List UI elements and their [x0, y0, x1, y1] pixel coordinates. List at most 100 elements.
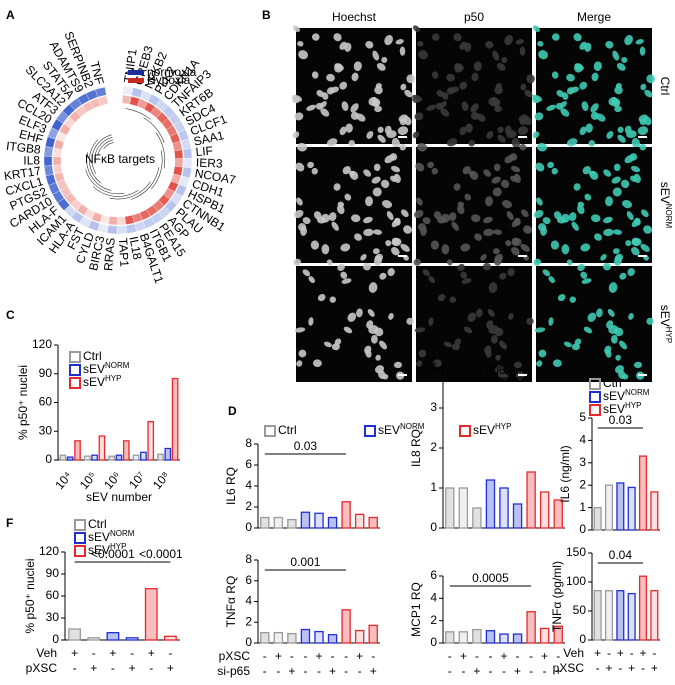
legend-label: Ctrl [83, 349, 102, 363]
nucleus [351, 72, 359, 82]
nucleus [292, 25, 300, 33]
nucleus [630, 165, 641, 173]
nucleus [296, 360, 303, 367]
y-tick-label: 1 [430, 480, 437, 494]
row-mark: + [275, 649, 282, 663]
nucleus [580, 243, 591, 252]
nucleus [308, 276, 315, 284]
nucleus [583, 326, 593, 334]
y-tick-label: 4 [579, 433, 586, 447]
nucleus [534, 327, 546, 333]
nucleus [644, 89, 653, 98]
nucleus [334, 63, 343, 73]
y-tick-label: 3 [430, 400, 437, 414]
row-label: Veh [563, 646, 584, 660]
nucleus [499, 340, 508, 350]
nucleus [591, 72, 599, 82]
bar [368, 516, 378, 529]
y-tick-label: 0 [245, 520, 252, 534]
nucleus [577, 204, 585, 215]
nucleus [457, 204, 465, 215]
nucleus [546, 104, 557, 111]
nucleus [533, 258, 542, 266]
bar [327, 634, 338, 644]
nucleus [326, 138, 338, 147]
legend-swatch [364, 425, 376, 437]
nucleus [461, 278, 472, 284]
legend-swatch [69, 377, 81, 389]
gene-label: SAA1 [192, 128, 225, 149]
nucleus [613, 229, 622, 235]
nucleus [294, 112, 304, 121]
nucleus [488, 97, 498, 106]
nucleus [628, 313, 634, 320]
row-mark: + [356, 649, 363, 663]
nucleus [379, 272, 387, 280]
bar [164, 447, 172, 461]
nucleus [372, 50, 380, 61]
nucleus [298, 50, 309, 60]
nucleus [551, 71, 559, 79]
heatmap-cell [183, 158, 193, 169]
y-tick-label: 0 [579, 632, 586, 646]
nucleus [454, 63, 463, 73]
nucleus [341, 278, 352, 284]
nucleus [470, 214, 481, 223]
row-mark: - [331, 649, 335, 663]
row-mark: - [263, 664, 267, 678]
nucleus [537, 41, 544, 47]
nucleus [488, 282, 498, 293]
nucleus [617, 126, 624, 133]
heatmap-cell [116, 216, 126, 226]
nucleus [621, 56, 628, 63]
nucleus [417, 41, 424, 47]
nucleus [520, 209, 529, 218]
dendrogram [92, 186, 139, 197]
micrograph [536, 28, 652, 144]
nucleus [315, 102, 324, 110]
nucleus [534, 112, 544, 121]
superscript: HYP [625, 401, 641, 410]
bar [616, 482, 625, 531]
nucleus [339, 81, 348, 90]
nucleus [584, 193, 592, 201]
micrograph [296, 28, 412, 144]
legend-label: Hypoxia [147, 73, 191, 87]
nucleus [573, 183, 581, 191]
nucleus [517, 126, 529, 135]
row-mark: + [594, 646, 601, 660]
nucleus [349, 170, 359, 180]
bar [287, 633, 297, 644]
nucleus [467, 312, 477, 322]
nucleus [333, 183, 341, 191]
row-mark: + [129, 661, 136, 675]
nucleus [448, 212, 457, 222]
nucleus [613, 163, 621, 172]
nucleus [502, 200, 513, 209]
y-tick-label: 0 [430, 520, 437, 534]
nucleus [476, 308, 483, 318]
bar [327, 516, 338, 529]
bar [300, 628, 311, 644]
y-tick-label: 5 [579, 410, 586, 424]
nucleus [614, 86, 623, 95]
nucleus [622, 200, 633, 209]
row-mark: - [276, 664, 280, 678]
nucleus [321, 244, 330, 255]
row-mark: - [317, 664, 321, 678]
nucleus [605, 196, 613, 207]
bar [287, 518, 297, 529]
nucleus [377, 126, 384, 133]
nucleus [406, 74, 415, 84]
row-mark: + [473, 664, 480, 678]
nucleus [350, 214, 361, 223]
heatmap-cell [106, 225, 118, 235]
nucleus [563, 341, 572, 348]
nucleus [461, 101, 469, 111]
nucleus [640, 83, 647, 91]
row-mark: - [303, 664, 307, 678]
nucleus [310, 240, 320, 250]
nucleus [523, 225, 533, 234]
row-mark: - [448, 649, 452, 663]
nucleus [403, 116, 412, 126]
